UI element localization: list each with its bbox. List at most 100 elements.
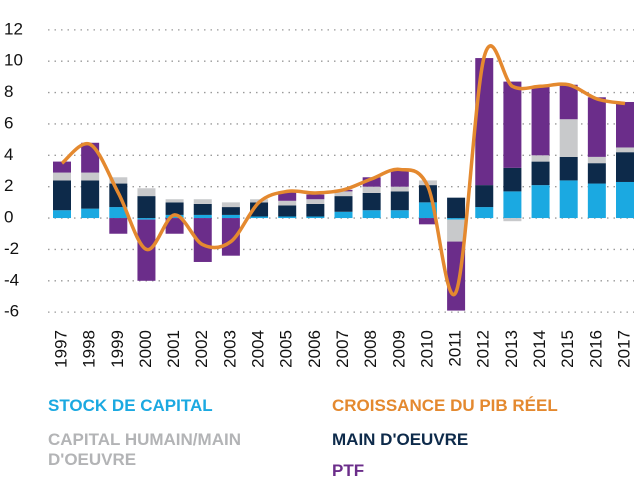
- bar-segment: [475, 185, 494, 208]
- bar-segment: [137, 196, 156, 219]
- x-tick-label: 2006: [305, 330, 324, 368]
- bar-segment: [503, 81, 522, 168]
- bar-segment: [165, 202, 184, 215]
- bar-segment: [390, 210, 409, 219]
- y-tick-label: 0: [4, 208, 13, 227]
- bar-segment: [587, 97, 606, 157]
- bar-segment: [193, 218, 212, 262]
- bar-segment: [616, 147, 634, 153]
- bar-segment: [531, 86, 550, 156]
- x-tick-label: 2015: [558, 330, 577, 368]
- y-tick-label: 10: [4, 51, 23, 70]
- bar-segment: [193, 199, 212, 204]
- bar-segment: [53, 180, 71, 211]
- x-tick-label: 1999: [108, 330, 127, 368]
- bar-segment: [531, 185, 550, 219]
- bar-segment: [165, 218, 184, 234]
- bar-segment: [53, 210, 71, 219]
- x-tick-label: 2008: [361, 330, 380, 368]
- bar-segment: [559, 180, 578, 219]
- chart: -6 -4 -2 0 2 4 6 8 10 12 1997 1998 1999 2000 2001 2002 2…: [4, 19, 634, 368]
- x-tick-label: 2012: [474, 330, 493, 368]
- x-tick-label: 2010: [417, 330, 436, 368]
- bar-segment: [334, 196, 353, 212]
- y-tick-label: -4: [4, 270, 19, 289]
- bar-segment: [278, 200, 297, 206]
- x-tick-label: 1997: [51, 330, 70, 368]
- bar-segment: [616, 101, 634, 148]
- legend-entry: CROISSANCE DU PIB RÉEL: [332, 396, 558, 415]
- legend-entry: CAPITAL HUMAIN/MAIN D'OEUVRE: [48, 430, 241, 469]
- bar-segment: [334, 191, 353, 197]
- bar-segment: [278, 205, 297, 217]
- bar-segment: [503, 167, 522, 192]
- bar-segment: [475, 207, 494, 219]
- x-tick-label: 1998: [80, 330, 99, 368]
- bar-segment: [475, 58, 494, 186]
- bar-segment: [306, 194, 325, 200]
- bar-segment: [53, 161, 71, 173]
- bar-segment: [559, 84, 578, 120]
- bar-segment: [306, 216, 325, 219]
- x-tick-label: 2000: [136, 330, 155, 368]
- legend-entry: STOCK DE CAPITAL: [48, 396, 213, 415]
- x-tick-label: 2001: [164, 330, 183, 368]
- x-tick-label: 2005: [277, 330, 296, 368]
- bar-segment: [418, 218, 437, 225]
- bar-segment: [334, 211, 353, 219]
- bar-segment: [616, 152, 634, 182]
- bar-segment: [81, 180, 100, 209]
- x-tick-label: 2009: [389, 330, 408, 368]
- x-tick-label: 2002: [192, 330, 211, 368]
- bar-segment: [306, 203, 325, 217]
- bar-segment: [306, 199, 325, 204]
- bar-segment: [390, 169, 409, 187]
- bar-segment: [362, 177, 381, 187]
- x-tick-label: 2011: [446, 330, 465, 367]
- y-tick-label: -6: [4, 302, 19, 321]
- bar-segment: [250, 216, 269, 219]
- x-tick-label: 2003: [220, 330, 239, 368]
- bar-segment: [616, 181, 634, 219]
- bar-segment: [221, 207, 240, 215]
- x-tick-label: 2016: [586, 330, 605, 368]
- bar-segment: [221, 202, 240, 208]
- y-tick-label: 4: [4, 145, 13, 164]
- gdp-line: [60, 44, 626, 297]
- bar-segment: [587, 163, 606, 184]
- x-tick-label: 2013: [502, 330, 521, 368]
- y-tick-label: -2: [4, 239, 19, 258]
- bar-segment: [193, 214, 212, 219]
- y-tick-label: 6: [4, 113, 13, 132]
- y-tick-label: 2: [4, 176, 13, 195]
- bar-segment: [221, 214, 240, 219]
- bar-segment: [137, 188, 156, 197]
- bar-segment: [559, 156, 578, 181]
- bar-segment: [587, 183, 606, 219]
- bar-segment: [165, 199, 184, 203]
- bar-segment: [559, 119, 578, 157]
- bar-segment: [447, 218, 466, 220]
- x-tick-label: 2004: [249, 330, 268, 368]
- x-tick-label: 2007: [333, 330, 352, 368]
- y-tick-label: 8: [4, 82, 13, 101]
- y-tick-label: 12: [4, 19, 23, 38]
- bar-segment: [531, 155, 550, 162]
- x-tick-label: 2014: [530, 330, 549, 368]
- bar-segment: [531, 161, 550, 186]
- x-tick-label: 2017: [614, 330, 633, 368]
- bar-segment: [447, 197, 466, 219]
- bar-segment: [362, 210, 381, 219]
- bar-segment: [81, 142, 100, 173]
- bar-segment: [81, 172, 100, 181]
- bar-segment: [109, 207, 128, 219]
- bar-segment: [278, 216, 297, 219]
- bar-segment: [390, 191, 409, 211]
- bar-segment: [109, 177, 128, 184]
- bar-segment: [109, 218, 128, 234]
- bar-segment: [503, 218, 522, 222]
- bar-segment: [53, 172, 71, 181]
- bar-segment: [390, 186, 409, 192]
- bar-segment: [503, 191, 522, 219]
